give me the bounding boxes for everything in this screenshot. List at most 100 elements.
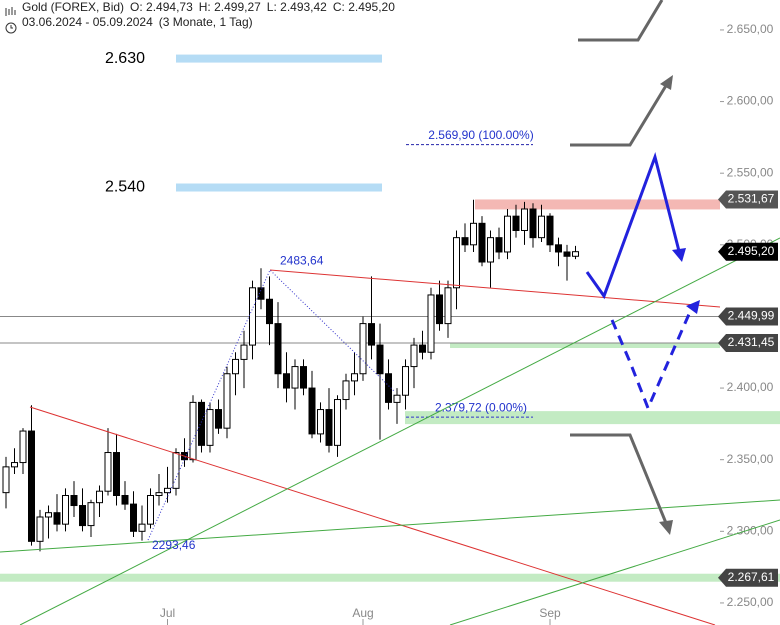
candle-body: [164, 487, 171, 494]
clock-icon: [5, 22, 17, 34]
candle-body: [419, 344, 426, 353]
x-tick-label: Aug: [352, 606, 373, 620]
candle-body: [521, 208, 528, 231]
candle-body: [147, 495, 154, 525]
candle-body: [79, 505, 86, 527]
candle-body: [53, 512, 61, 525]
candle-body: [11, 462, 18, 468]
trendline: [19, 237, 780, 625]
y-tick-label: 2.350,00: [727, 452, 774, 466]
candle-body: [223, 373, 231, 429]
candle-body: [487, 237, 494, 263]
title: Gold (FOREX, Bid): [22, 0, 125, 14]
candle-body: [436, 294, 443, 325]
candle-body: [62, 495, 69, 525]
candle-body: [215, 409, 222, 429]
candle-body: [45, 512, 52, 518]
price-tag-label: 2.267,61: [728, 570, 775, 584]
x-tick-label: Sep: [539, 606, 561, 620]
zone: [475, 199, 720, 210]
candle-body: [529, 208, 537, 239]
y-tick-label: 2.550,00: [727, 165, 774, 179]
arrow: [585, 151, 682, 300]
candle-body: [130, 503, 137, 532]
candle-body: [198, 401, 205, 446]
fib-label: 2.379,72 (0.00%): [435, 400, 527, 414]
candle-body: [2, 466, 10, 494]
date-range: 03.06.2024 - 05.09.2024: [22, 15, 153, 29]
candle-body: [546, 215, 554, 246]
arrow: [578, 0, 664, 42]
candle-body: [504, 215, 511, 253]
period: (3 Monate, 1 Tag): [158, 15, 253, 29]
price-tag: [718, 190, 778, 209]
target-label: 2.630: [105, 50, 145, 67]
candle-body: [36, 516, 44, 542]
candle-body: [249, 287, 256, 346]
candle-body: [283, 373, 290, 389]
y-tick-label: 2.650,00: [727, 22, 774, 36]
candle-body: [495, 237, 503, 253]
candle-body: [572, 251, 579, 257]
icons: [5, 7, 17, 34]
candle-body: [325, 409, 333, 446]
candle-body: [266, 298, 273, 325]
candle-body: [155, 492, 163, 497]
candle-body: [334, 399, 341, 446]
candle-body: [28, 430, 35, 542]
candle-body: [376, 344, 384, 375]
trendline: [269, 269, 721, 308]
candle-body: [555, 244, 562, 253]
trendline: [0, 499, 780, 553]
target-label: 2.540: [105, 179, 145, 196]
candle-body: [427, 294, 435, 353]
x-tick-label: Jul: [160, 606, 175, 620]
chart-icon: [5, 7, 16, 16]
y-tick-label: 2.250,00: [727, 595, 774, 609]
candle-body: [410, 344, 418, 368]
candle-body: [402, 366, 409, 396]
candle-body: [351, 373, 358, 382]
candle-body: [461, 237, 469, 246]
candle-body: [368, 323, 375, 346]
target-band: [176, 183, 382, 192]
arrow: [570, 433, 668, 524]
candle-body: [393, 394, 401, 403]
candle-body: [317, 409, 324, 435]
candle-body: [444, 287, 452, 325]
trendline: [29, 406, 716, 625]
high: H: 2.499,27: [198, 0, 261, 14]
price-tag: [718, 242, 778, 261]
close: C: 2.495,20: [332, 0, 395, 14]
candle-body: [113, 452, 120, 497]
y-tick-label: 2.400,00: [727, 380, 774, 394]
candle-body: [96, 490, 103, 504]
arrow-head: [659, 520, 673, 535]
zone: [450, 343, 720, 349]
pivot-label: 2293,46: [152, 538, 196, 552]
candle-body: [342, 380, 350, 401]
target-band: [176, 54, 382, 63]
price-tag: [718, 568, 778, 587]
open: O: 2.494,73: [130, 0, 193, 14]
candle-body: [19, 430, 27, 464]
arrow: [610, 304, 695, 412]
candle-body: [512, 215, 520, 231]
candle-body: [308, 387, 316, 435]
candle-body: [300, 366, 307, 389]
candle-body: [359, 323, 367, 375]
price-tag: [718, 307, 778, 326]
price-tag-label: 2.531,67: [728, 192, 775, 206]
candle-body: [478, 222, 486, 263]
candle-body: [563, 251, 571, 257]
candle-body: [189, 401, 197, 461]
candle-body: [138, 523, 146, 532]
arrow-head: [672, 248, 686, 262]
trendline: [449, 519, 780, 625]
price-tag-label: 2.431,45: [728, 335, 775, 349]
candle-body: [274, 323, 282, 375]
candle-body: [172, 452, 180, 489]
arrow: [570, 83, 669, 147]
